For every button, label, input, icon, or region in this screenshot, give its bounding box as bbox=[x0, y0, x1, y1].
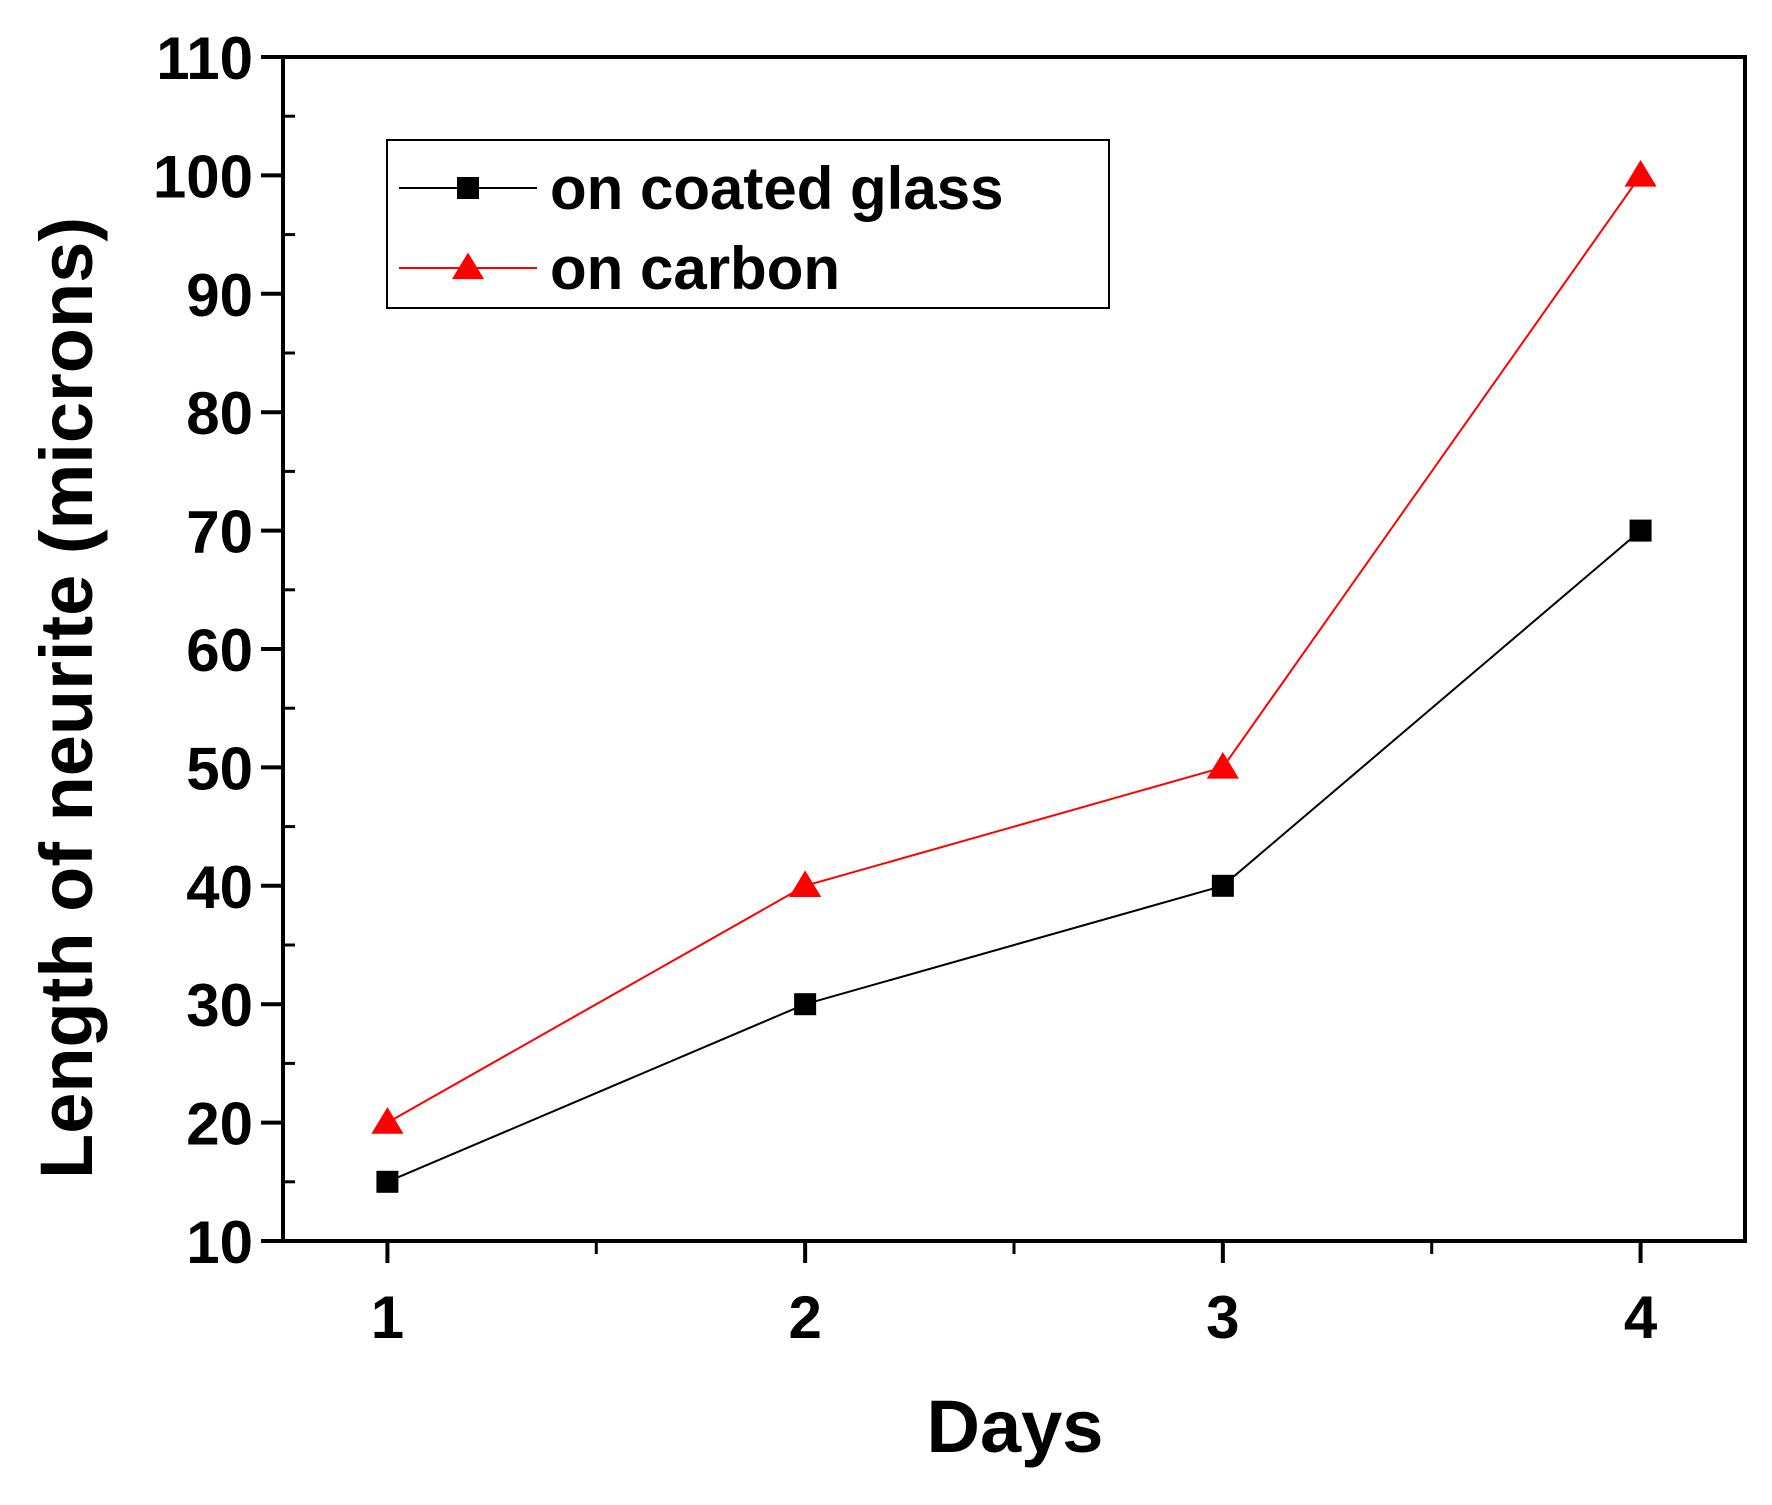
series-2 bbox=[371, 159, 1657, 1134]
y-tick-label: 70 bbox=[186, 499, 253, 566]
axis-ticks bbox=[261, 55, 1643, 1263]
y-axis-label: Length of neurite (microns) bbox=[25, 217, 108, 1179]
x-tick-label: 3 bbox=[1206, 1284, 1239, 1351]
data-point bbox=[1629, 519, 1652, 542]
series-1 bbox=[376, 519, 1652, 1193]
y-tick-label: 10 bbox=[186, 1209, 253, 1276]
series-line bbox=[387, 529, 1642, 1183]
legend-box bbox=[386, 139, 1110, 309]
legend: on coated glass on carbon bbox=[386, 139, 1110, 309]
data-point bbox=[376, 1170, 399, 1193]
series-line bbox=[386, 174, 1642, 1124]
data-point bbox=[1624, 159, 1657, 187]
data-point bbox=[1211, 874, 1234, 897]
y-tick-label: 20 bbox=[186, 1091, 253, 1158]
legend-marker bbox=[457, 177, 479, 199]
x-tick-label: 2 bbox=[788, 1284, 821, 1351]
x-axis-label: Days bbox=[927, 1385, 1104, 1468]
legend-entry: on carbon bbox=[399, 235, 840, 302]
legend-marker bbox=[451, 252, 485, 280]
legend-entry: on coated glass bbox=[399, 155, 1003, 222]
y-tick-label: 30 bbox=[186, 972, 253, 1039]
data-point bbox=[789, 870, 822, 897]
y-tick-label: 100 bbox=[153, 143, 253, 210]
y-tick-label: 90 bbox=[186, 262, 253, 329]
legend-label: on carbon bbox=[550, 235, 840, 302]
data-series bbox=[371, 159, 1657, 1193]
x-tick-label: 1 bbox=[371, 1284, 404, 1351]
data-point bbox=[794, 993, 817, 1016]
y-tick-label: 110 bbox=[156, 25, 253, 92]
axis-tick-labels: 10 20 30 40 50 60 70 80 90 100 110 1 2 3 4 bbox=[153, 25, 1658, 1351]
legend-label: on coated glass bbox=[550, 155, 1003, 222]
data-point bbox=[1206, 751, 1239, 779]
y-tick-label: 50 bbox=[186, 735, 253, 802]
data-point bbox=[371, 1107, 404, 1134]
y-tick-label: 60 bbox=[186, 617, 253, 684]
x-tick-label: 4 bbox=[1624, 1284, 1658, 1351]
y-tick-label: 40 bbox=[186, 854, 253, 921]
y-tick-label: 80 bbox=[186, 380, 253, 447]
